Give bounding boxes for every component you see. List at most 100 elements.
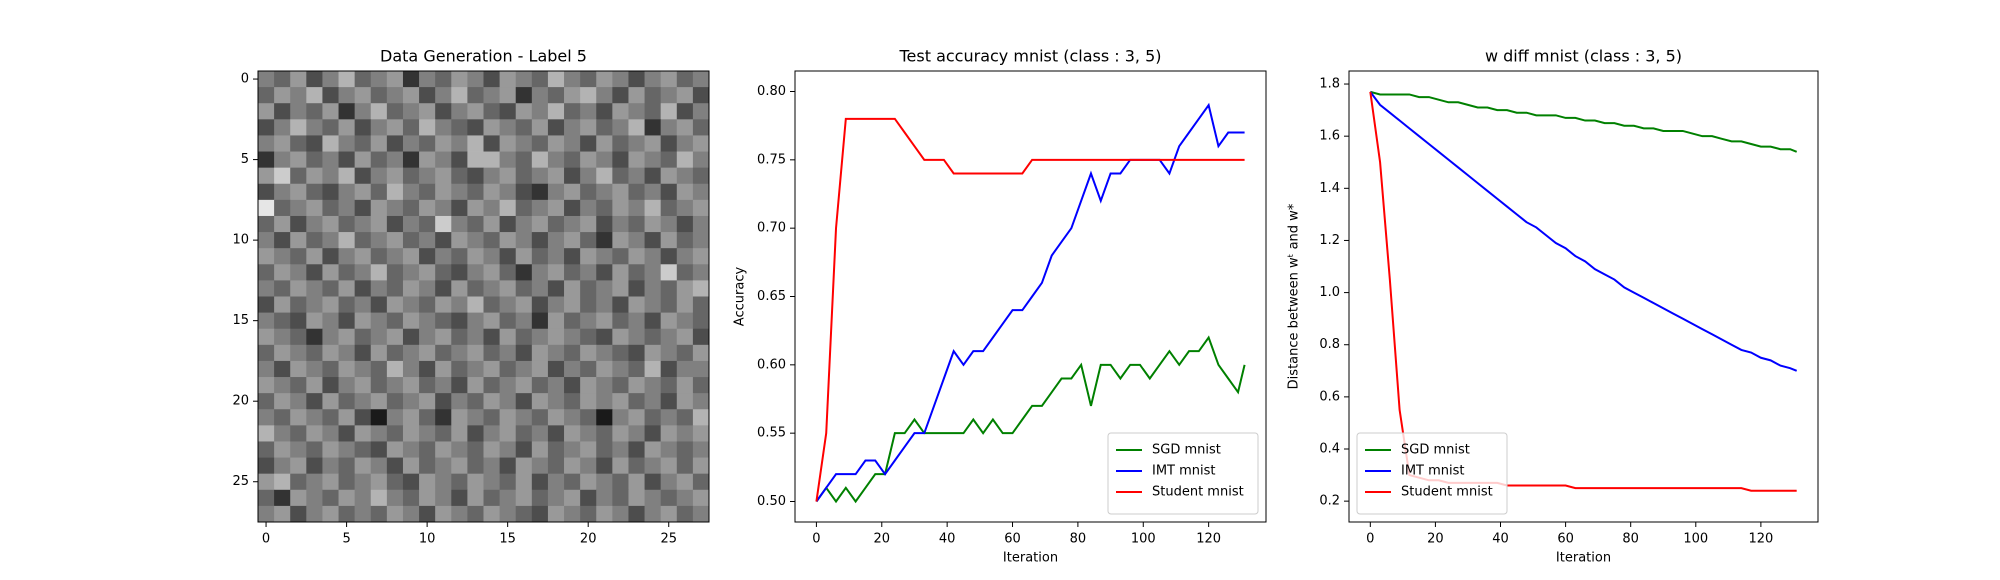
pixel (322, 489, 339, 507)
pixel (612, 215, 629, 233)
pixel (306, 360, 323, 378)
pixel (612, 167, 629, 185)
pixel (306, 505, 323, 523)
pixel (306, 167, 323, 185)
pixel (580, 119, 597, 136)
pixel (580, 393, 597, 410)
pixel (628, 280, 645, 297)
pixel (660, 248, 678, 265)
pixel (692, 344, 710, 362)
pixel (483, 215, 501, 233)
pixel (531, 232, 549, 249)
pixel (644, 71, 662, 88)
pixel (386, 119, 404, 136)
pixel (354, 151, 372, 169)
pixel (386, 71, 404, 88)
pixel (338, 183, 356, 201)
pixel (467, 296, 484, 314)
pixel (564, 215, 581, 233)
pixel (354, 441, 372, 458)
pixel (258, 489, 275, 507)
pixel (515, 248, 533, 265)
pixel (596, 87, 613, 104)
pixel (628, 103, 645, 120)
legend-label: IMT mnist (1152, 464, 1216, 479)
y-tick-label: 0.65 (757, 289, 786, 304)
pixel (306, 473, 323, 491)
x-tick-label: 100 (1683, 532, 1708, 547)
pixel (451, 344, 468, 362)
pixel (402, 119, 420, 136)
pixel (628, 232, 645, 249)
legend: SGD mnist IMT mnist Student mnist (1107, 432, 1259, 515)
pixel (467, 215, 484, 233)
pixel (547, 264, 565, 281)
pixel (354, 119, 372, 136)
pixel (258, 328, 275, 346)
pixel (628, 328, 645, 346)
pixel (515, 457, 533, 475)
pixel (612, 87, 629, 104)
pixel (531, 71, 549, 88)
pixel (322, 441, 339, 458)
pixel (612, 119, 629, 136)
pixel (354, 505, 372, 523)
pixel (419, 360, 436, 378)
pixel (338, 103, 356, 120)
pixel (547, 151, 565, 169)
pixel (692, 248, 710, 265)
pixel (564, 328, 581, 346)
pixel (435, 473, 452, 491)
pixel (258, 215, 275, 233)
pixel (370, 119, 388, 136)
pixel (306, 215, 323, 233)
y-axis-label: Accuracy (733, 267, 748, 327)
pixel (499, 199, 517, 217)
pixel (435, 232, 452, 249)
pixel (596, 441, 613, 458)
pixel (580, 215, 597, 233)
y-tick-label: 0.55 (757, 426, 786, 441)
pixel (258, 71, 275, 88)
pixel (435, 489, 452, 507)
pixel (580, 280, 597, 297)
y-tick-label: 1.2 (1319, 233, 1340, 248)
pixel (354, 232, 372, 249)
pixel (370, 71, 388, 88)
pixel (692, 264, 710, 281)
pixel (338, 457, 356, 475)
pixel (354, 409, 372, 426)
pixel (564, 151, 581, 169)
pixel (435, 71, 452, 88)
pixel (419, 215, 436, 233)
pixel (290, 425, 307, 442)
pixel (644, 135, 662, 152)
pixel (370, 457, 388, 475)
pixel (354, 296, 372, 314)
pixel (676, 183, 694, 201)
pixel (499, 505, 517, 523)
pixel (419, 296, 436, 314)
pixel (612, 457, 629, 475)
pixel (419, 441, 436, 458)
pixel (451, 232, 468, 249)
pixel (354, 135, 372, 152)
pixel (322, 505, 339, 523)
pixel (483, 441, 501, 458)
pixel (692, 103, 710, 120)
pixel (499, 296, 517, 314)
pixel (338, 167, 356, 185)
pixel (386, 393, 404, 410)
pixel (354, 360, 372, 378)
subplot: 0 20 40 60 80 100 120 0.2 0.4 0.6 0.8 1.0 1.2 1.4 1.6 1… (1287, 47, 1819, 566)
pixel (515, 151, 533, 169)
pixel (692, 360, 710, 378)
pixel (370, 167, 388, 185)
pixel (258, 167, 275, 185)
y-tick-label: 0.2 (1319, 494, 1340, 509)
pixel (612, 71, 629, 88)
pixel (322, 280, 339, 297)
pixel (354, 199, 372, 217)
pixel (483, 344, 501, 362)
pixel (402, 377, 420, 394)
